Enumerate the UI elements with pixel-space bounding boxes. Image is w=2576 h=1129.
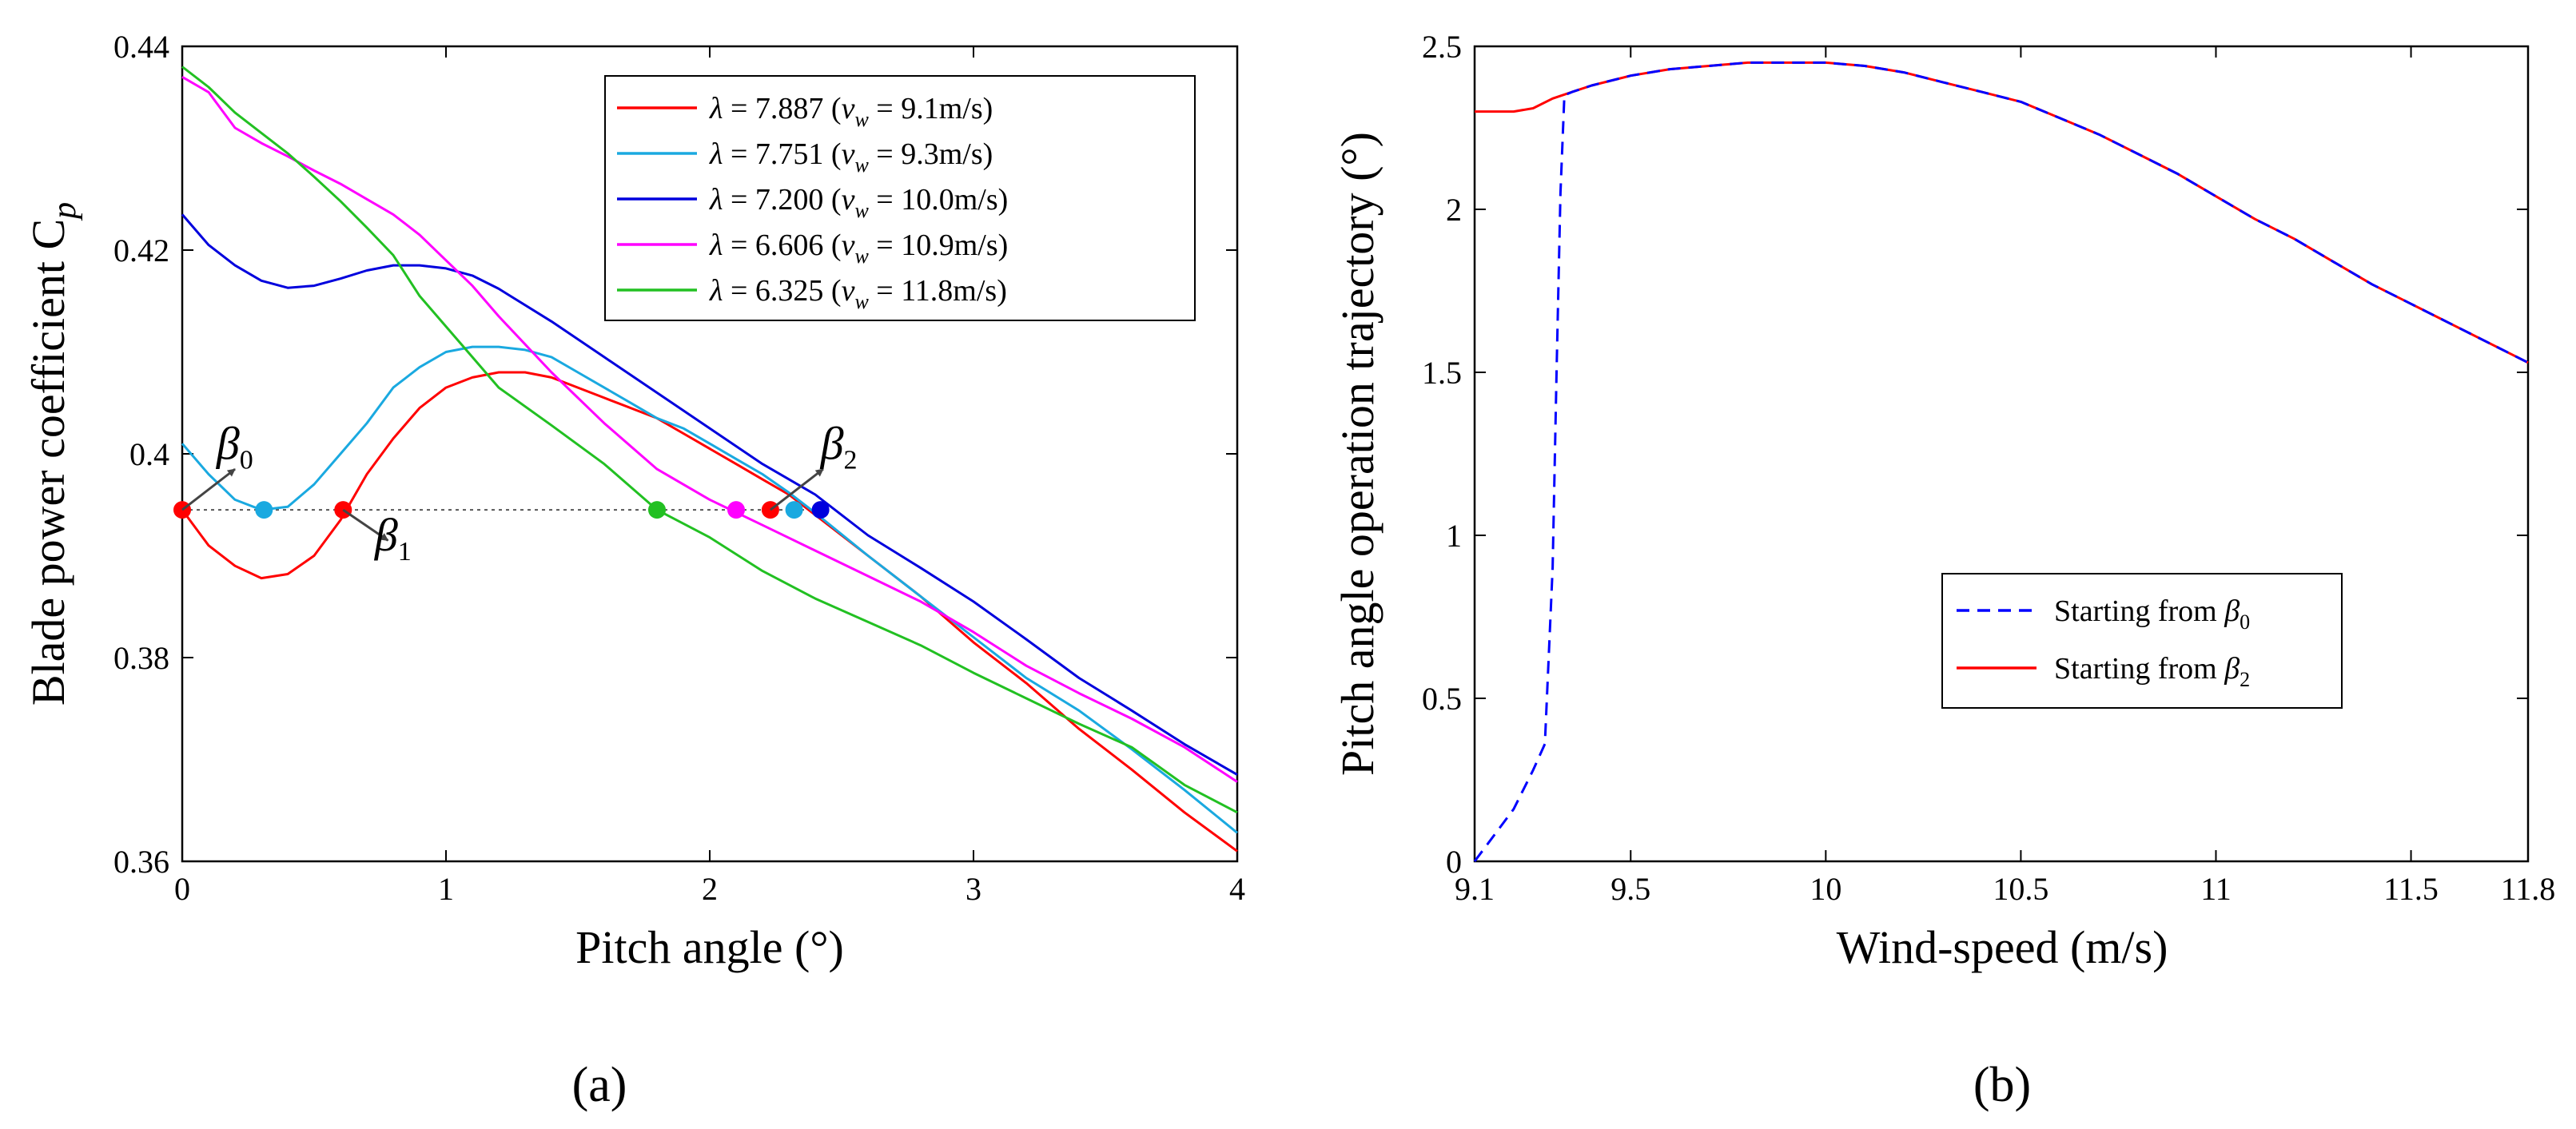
chart-a-xtick-label: 4 (1229, 871, 1245, 907)
chart-a-ytick-label: 0.4 (129, 436, 169, 472)
chart-a-series (181, 66, 1238, 853)
chart-a-series-line-4 (181, 66, 1238, 814)
chart-b-legend: Starting from β0 Starting from β2 (1941, 573, 2343, 709)
chart-b-xtick-label: 10.5 (1993, 871, 2048, 907)
chart-b-xlabel: Wind-speed (m/s) (1837, 921, 2168, 973)
chart-a-series-line-0 (181, 371, 1238, 853)
chart-a-annotation-arrow-1 (342, 508, 389, 542)
chart-b-xtick-label: 11.5 (2383, 871, 2439, 907)
chart-b-ticks: 9.1 9.5 10 10.5 11 11.5 11.800.511.522.5 (1422, 29, 2555, 907)
chart-a-ytick-label: 0.38 (113, 640, 169, 676)
chart-b-ytick-label: 2.5 (1422, 29, 1462, 65)
chart-a-series-line-2 (181, 213, 1238, 776)
chart-b-series-line-1 (1475, 61, 2529, 364)
chart-a-marker-6 (785, 501, 803, 519)
chart-a-legend: λ = 7.887 (vw = 9.1m/s) λ = 7.751 (vw = 9… (604, 75, 1196, 321)
chart-b-legend-label-1: Starting from β2 (2054, 652, 2250, 691)
chart-b-series (1473, 61, 2529, 862)
chart-a-xtick-label: 0 (174, 871, 190, 907)
chart-a-ytick-label: 0.44 (113, 29, 169, 65)
chart-a-annotation-label-2: β2 (820, 417, 858, 475)
chart-b-ytick-label: 0.5 (1422, 681, 1462, 717)
chart-b-ytick-label: 0 (1446, 844, 1462, 880)
chart-b-ytick-label: 1 (1446, 518, 1462, 554)
chart-a-xtick-label: 3 (966, 871, 981, 907)
chart-a-annotation-label-1: β1 (374, 509, 412, 566)
chart-a-xtick-label: 2 (702, 871, 718, 907)
chart-a-panel-label: (a) (572, 1058, 627, 1112)
chart-a-legend-label-2: λ = 7.200 (vw = 10.0m/s) (709, 183, 1008, 222)
chart-b-legend-box (1941, 573, 2343, 709)
chart-a-ylabel: Blade power coefficient Cp (22, 202, 83, 706)
chart-a-legend-label-3: λ = 6.606 (vw = 10.9m/s) (709, 229, 1008, 268)
chart-a-ytick-label: 0.42 (113, 233, 169, 268)
chart-a-marker-1 (255, 501, 273, 519)
chart-a-ticks: 0 1 2 3 4 0.36 0.38 0.4 0.42 0.44 (113, 29, 1245, 907)
chart-a-xtick-label: 1 (438, 871, 454, 907)
chart-a-legend-box (604, 75, 1196, 321)
chart-a-xlabel: Pitch angle (°) (575, 921, 844, 973)
chart-a-legend-label-1: λ = 7.751 (vw = 9.3m/s) (709, 137, 993, 177)
chart-a-markers (173, 501, 830, 519)
chart-b-xtick-label: 9.5 (1610, 871, 1650, 907)
chart-b: 9.1 9.5 10 10.5 11 11.5 11.800.511.522.5 Wind-… (1332, 29, 2555, 1112)
chart-b-xtick-label: 11 (2200, 871, 2232, 907)
chart-a-marker-7 (811, 501, 830, 519)
chart-a-annotation-arrow-2 (769, 467, 824, 511)
chart-b-plot-frame (1473, 45, 2530, 863)
chart-b-xtick-label: 11.8 (2501, 871, 2556, 907)
chart-a-annotation-label-0: β0 (216, 417, 253, 475)
chart-a-series-line-1 (181, 345, 1238, 834)
chart-b-ytick-label: 1.5 (1422, 355, 1462, 391)
chart-a-annotations: β0 β1 β2 (181, 417, 858, 566)
chart-a-ytick-label: 0.36 (113, 844, 169, 880)
chart-a-legend-label-0: λ = 7.887 (vw = 9.1m/s) (709, 92, 993, 131)
chart-b-xtick-label: 10 (1810, 871, 1841, 907)
chart-a-annotation-arrow-0 (181, 467, 236, 511)
chart-b-legend-label-0: Starting from β0 (2054, 594, 2250, 634)
chart-a-marker-4 (727, 501, 745, 519)
chart-b-ylabel: Pitch angle operation trajectory (°) (1332, 132, 1384, 776)
chart-b-series-line-0 (1473, 61, 2529, 862)
chart-b-xtick-label: 9.1 (1455, 871, 1495, 907)
chart-a-marker-3 (648, 501, 666, 519)
chart-a: 0 1 2 3 4 0.36 0.38 0.4 0.42 0.44 β0 β1 β2 Pitch an… (22, 29, 1245, 1112)
chart-b-ytick-label: 2 (1446, 192, 1462, 228)
chart-b-panel-label: (b) (1973, 1058, 2031, 1112)
chart-a-legend-label-4: λ = 6.325 (vw = 11.8m/s) (709, 274, 1007, 313)
